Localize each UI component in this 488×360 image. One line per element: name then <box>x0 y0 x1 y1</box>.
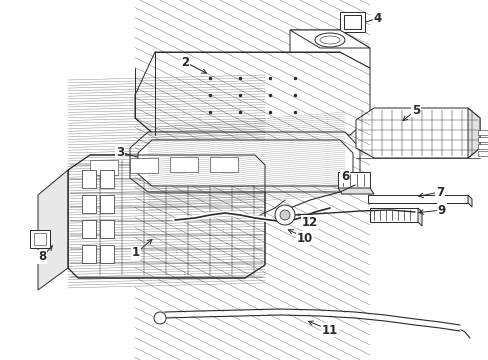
Circle shape <box>280 210 289 220</box>
Polygon shape <box>209 157 238 172</box>
Polygon shape <box>68 155 264 278</box>
Text: 11: 11 <box>321 324 337 337</box>
Text: 12: 12 <box>301 216 318 229</box>
Polygon shape <box>82 245 96 263</box>
Polygon shape <box>355 108 479 158</box>
Text: 1: 1 <box>132 247 140 260</box>
Polygon shape <box>477 151 487 156</box>
Circle shape <box>154 312 165 324</box>
Polygon shape <box>477 130 487 135</box>
Polygon shape <box>82 220 96 238</box>
Polygon shape <box>339 12 364 32</box>
Text: 3: 3 <box>116 145 124 158</box>
Polygon shape <box>367 195 467 203</box>
Polygon shape <box>82 195 96 213</box>
Polygon shape <box>130 132 359 192</box>
Polygon shape <box>30 230 50 248</box>
Polygon shape <box>337 188 373 194</box>
Polygon shape <box>417 208 421 226</box>
Ellipse shape <box>319 36 339 44</box>
Text: 2: 2 <box>181 55 189 68</box>
Polygon shape <box>289 30 369 68</box>
Text: 10: 10 <box>296 231 312 244</box>
Polygon shape <box>337 172 369 188</box>
Polygon shape <box>100 170 114 188</box>
Polygon shape <box>477 144 487 149</box>
Polygon shape <box>289 30 369 48</box>
Polygon shape <box>467 108 479 158</box>
Polygon shape <box>343 15 360 29</box>
Text: 6: 6 <box>340 170 348 183</box>
Polygon shape <box>38 170 68 290</box>
Text: 4: 4 <box>373 12 381 24</box>
Text: 5: 5 <box>411 104 419 117</box>
Ellipse shape <box>314 33 345 47</box>
Polygon shape <box>100 220 114 238</box>
Polygon shape <box>90 160 118 175</box>
Polygon shape <box>34 233 46 245</box>
Polygon shape <box>100 245 114 263</box>
Polygon shape <box>467 195 471 207</box>
Polygon shape <box>138 140 352 186</box>
Text: 7: 7 <box>435 185 443 198</box>
Polygon shape <box>135 52 369 135</box>
Polygon shape <box>369 208 417 222</box>
Polygon shape <box>477 137 487 142</box>
Circle shape <box>274 205 294 225</box>
Polygon shape <box>82 170 96 188</box>
Text: 9: 9 <box>437 203 445 216</box>
Polygon shape <box>100 195 114 213</box>
Polygon shape <box>170 157 198 172</box>
Polygon shape <box>130 158 158 173</box>
Text: 8: 8 <box>38 251 46 264</box>
